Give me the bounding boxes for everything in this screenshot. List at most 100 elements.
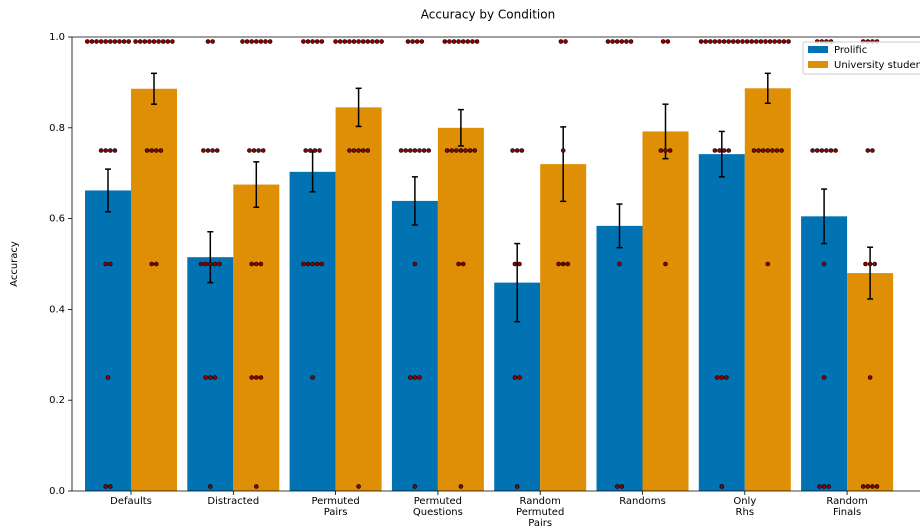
- data-point: [319, 261, 325, 267]
- bar: [698, 154, 745, 491]
- bar: [85, 190, 131, 491]
- data-point: [142, 39, 148, 44]
- data-point: [417, 375, 422, 380]
- data-point: [212, 375, 218, 380]
- data-point: [617, 261, 622, 267]
- data-point: [758, 39, 764, 44]
- data-point: [767, 39, 773, 44]
- data-point: [810, 148, 815, 153]
- data-point: [210, 39, 215, 44]
- data-point: [165, 39, 171, 44]
- data-point: [198, 261, 204, 267]
- data-point: [860, 484, 866, 489]
- y-tick-label: 0.6: [49, 214, 65, 225]
- data-point: [821, 375, 827, 380]
- data-point: [365, 148, 371, 153]
- data-point: [253, 484, 259, 489]
- data-point: [103, 261, 108, 267]
- legend: Prolific University students: [802, 41, 920, 75]
- data-point: [112, 148, 118, 153]
- y-tick-label: 0.2: [49, 395, 65, 406]
- data-point: [707, 39, 713, 44]
- bar: [596, 225, 643, 491]
- data-point: [512, 261, 518, 267]
- data-point: [614, 39, 620, 44]
- x-tick-label: Defaults: [110, 496, 152, 507]
- data-point: [772, 39, 778, 44]
- data-point: [740, 39, 745, 44]
- data-point: [412, 375, 418, 380]
- bar: [233, 184, 280, 492]
- data-point: [560, 261, 566, 267]
- error-bar: [514, 242, 521, 323]
- bar: [391, 200, 438, 492]
- data-point: [258, 39, 264, 44]
- data-point: [726, 148, 732, 153]
- error-bar: [253, 161, 260, 208]
- data-point: [407, 375, 413, 380]
- data-point: [867, 375, 873, 380]
- bar: [335, 107, 382, 492]
- data-point: [663, 148, 668, 153]
- data-point: [103, 484, 108, 489]
- data-point: [214, 148, 220, 153]
- data-point: [614, 484, 620, 489]
- data-point: [203, 375, 208, 380]
- data-point: [447, 39, 452, 44]
- data-point: [258, 375, 264, 380]
- data-point: [514, 148, 520, 153]
- data-point: [870, 484, 875, 489]
- bar: [187, 257, 234, 491]
- data-point: [619, 484, 625, 489]
- data-point: [319, 39, 325, 44]
- error-bar: [616, 203, 623, 249]
- x-tick-label: Only Rhs: [733, 496, 757, 518]
- data-point: [149, 261, 154, 267]
- data-point: [619, 39, 625, 44]
- legend-frame: [802, 41, 920, 75]
- data-point: [756, 148, 761, 153]
- data-point: [519, 148, 525, 153]
- data-point: [610, 39, 615, 44]
- data-point: [719, 484, 725, 489]
- data-point: [765, 261, 771, 267]
- data-point: [360, 39, 366, 44]
- data-point: [774, 148, 780, 153]
- data-point: [337, 39, 343, 44]
- data-point: [379, 39, 384, 44]
- data-point: [108, 148, 113, 153]
- data-point: [249, 375, 254, 380]
- data-point: [870, 148, 875, 153]
- data-point: [301, 261, 306, 267]
- data-point: [356, 484, 361, 489]
- data-point: [103, 148, 108, 153]
- y-tick-label: 0.0: [49, 486, 65, 497]
- data-point: [170, 39, 175, 44]
- data-point: [712, 148, 718, 153]
- data-point: [760, 148, 766, 153]
- data-point: [698, 39, 704, 44]
- data-point: [456, 39, 461, 44]
- data-point: [314, 261, 320, 267]
- error-bar: [867, 246, 874, 300]
- data-point: [249, 39, 254, 44]
- data-point: [112, 39, 118, 44]
- data-point: [249, 261, 254, 267]
- data-point: [658, 148, 664, 153]
- data-point: [267, 39, 273, 44]
- data-point: [458, 148, 464, 153]
- data-point: [470, 39, 475, 44]
- data-point: [735, 39, 741, 44]
- data-point: [89, 39, 95, 44]
- data-point: [342, 39, 348, 44]
- data-point: [260, 148, 266, 153]
- data-point: [310, 39, 315, 44]
- chart-title: Accuracy by Condition: [421, 8, 555, 22]
- x-tick-label: Distracted: [207, 496, 260, 507]
- error-bar: [411, 176, 418, 226]
- data-point: [721, 39, 727, 44]
- data-point: [374, 39, 380, 44]
- data-point: [751, 148, 757, 153]
- data-point: [556, 261, 561, 267]
